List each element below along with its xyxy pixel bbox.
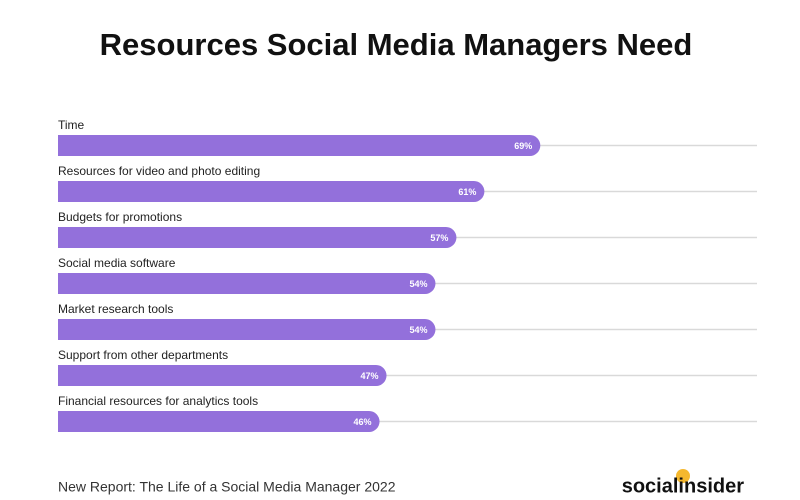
bar <box>58 411 380 432</box>
category-label: Resources for video and photo editing <box>58 164 260 178</box>
category-label: Time <box>58 118 85 132</box>
value-label: 57% <box>430 233 448 243</box>
value-label: 47% <box>361 371 379 381</box>
category-label: Social media software <box>58 256 176 270</box>
category-label: Support from other departments <box>58 348 228 362</box>
value-label: 54% <box>409 279 427 289</box>
bar <box>58 365 387 386</box>
bar <box>58 227 457 248</box>
value-label: 46% <box>354 417 372 427</box>
footnote: New Report: The Life of a Social Media M… <box>58 479 396 495</box>
value-label: 54% <box>409 325 427 335</box>
category-label: Market research tools <box>58 302 173 316</box>
bar <box>58 135 541 156</box>
category-label: Budgets for promotions <box>58 210 182 224</box>
chart-title: Resources Social Media Managers Need <box>100 27 693 62</box>
category-label: Financial resources for analytics tools <box>58 394 258 408</box>
bar <box>58 319 436 340</box>
value-label: 61% <box>458 187 476 197</box>
brand-logo: socialinsider <box>622 475 744 497</box>
bar <box>58 273 436 294</box>
bar <box>58 181 485 202</box>
value-label: 69% <box>514 141 532 151</box>
brand-icon <box>676 469 690 483</box>
